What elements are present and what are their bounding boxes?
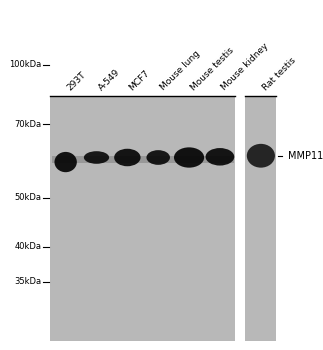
Ellipse shape — [84, 151, 109, 164]
Text: Mouse testis: Mouse testis — [189, 46, 236, 92]
Ellipse shape — [146, 150, 170, 165]
Ellipse shape — [114, 149, 141, 166]
Text: MMP11: MMP11 — [288, 151, 323, 161]
Text: 70kDa: 70kDa — [15, 120, 42, 129]
Text: A-549: A-549 — [97, 67, 121, 92]
Ellipse shape — [174, 147, 204, 168]
Bar — [245, 96, 276, 341]
Text: Mouse lung: Mouse lung — [158, 49, 201, 92]
Ellipse shape — [55, 152, 77, 172]
Text: MCF7: MCF7 — [127, 68, 151, 92]
Bar — [52, 156, 234, 163]
Text: 100kDa: 100kDa — [9, 60, 42, 69]
Text: 40kDa: 40kDa — [15, 242, 42, 251]
Text: 50kDa: 50kDa — [15, 193, 42, 202]
Ellipse shape — [205, 148, 234, 166]
Text: Rat testis: Rat testis — [261, 55, 297, 92]
Ellipse shape — [247, 144, 275, 168]
Text: Mouse kidney: Mouse kidney — [220, 42, 270, 92]
Text: 293T: 293T — [66, 70, 88, 92]
Text: 35kDa: 35kDa — [15, 277, 42, 286]
Bar — [50, 96, 235, 341]
